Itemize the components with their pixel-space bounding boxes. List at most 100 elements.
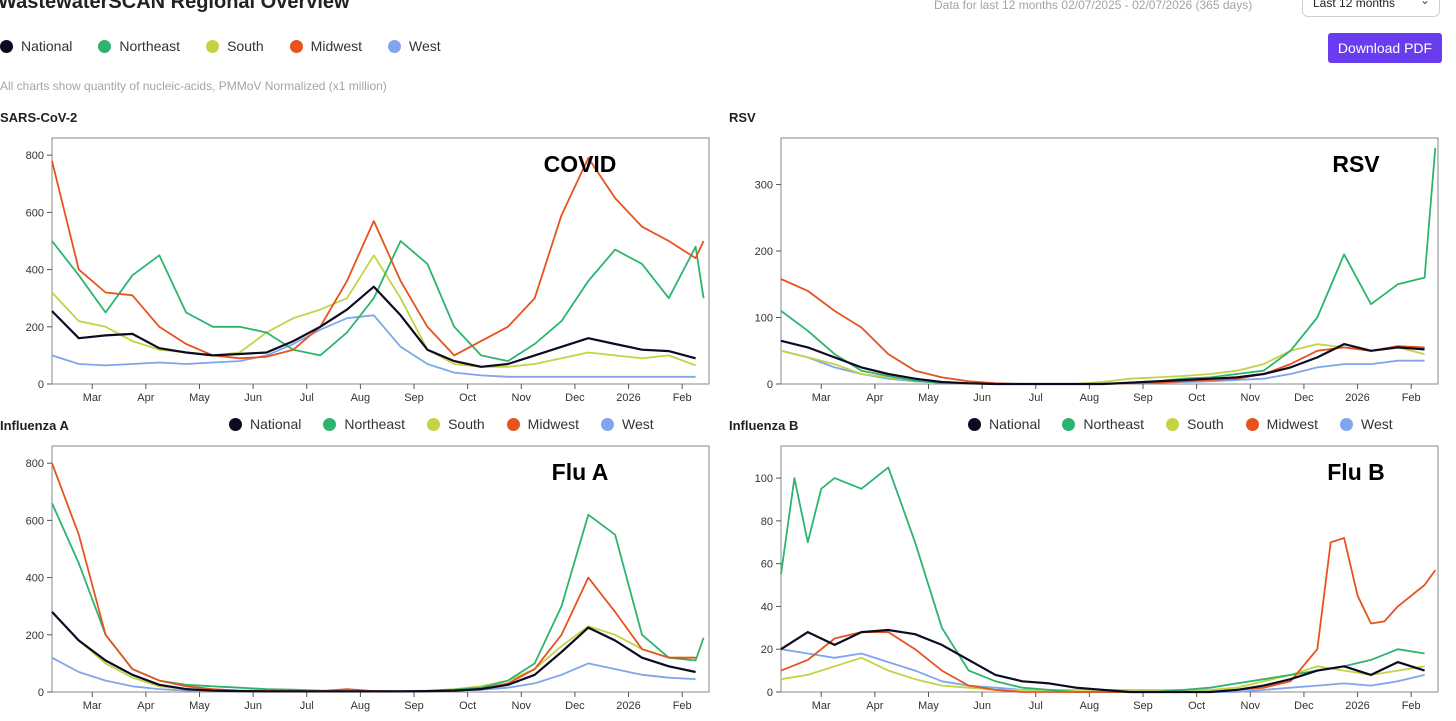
x-tick-label: Jun (244, 700, 262, 712)
y-tick-label: 0 (38, 687, 44, 699)
x-tick-label: Jul (1029, 700, 1043, 712)
legend-flub-item-west[interactable]: West (1340, 416, 1393, 432)
legend-dot-icon (289, 39, 303, 53)
units-note: All charts show quantity of nucleic-acid… (0, 79, 387, 93)
x-tick-label: 2026 (1345, 700, 1369, 712)
series-line-northeast (51, 240, 705, 362)
legend-label: Northeast (344, 416, 406, 432)
x-tick-label: Jun (973, 700, 991, 712)
legend-flua-item-midwest[interactable]: Midwest (506, 416, 580, 432)
y-tick-label: 600 (26, 207, 44, 219)
x-tick-label: Oct (1188, 392, 1205, 404)
chart-label: COVID (544, 151, 617, 177)
x-tick-label: Dec (565, 392, 585, 404)
y-tick-label: 800 (26, 150, 44, 162)
y-tick-label: 0 (767, 379, 773, 391)
y-tick-label: 60 (761, 559, 773, 571)
x-tick-label: Aug (351, 700, 371, 712)
legend-flua-item-south[interactable]: South (427, 416, 485, 432)
chart-label: Flu A (552, 459, 609, 485)
legend-dot-icon (206, 39, 220, 53)
chart-flua: 0 200 400 600 800 Mar Apr May Jun Jul Aug Sep Oct Nov… (26, 445, 710, 712)
x-tick-label: 2026 (616, 700, 640, 712)
series-line-south (780, 343, 1425, 385)
legend-item-northeast[interactable]: Northeast (98, 38, 180, 54)
legend-flua-item-northeast[interactable]: Northeast (323, 416, 405, 432)
legend-flub-item-south[interactable]: South (1166, 416, 1224, 432)
series-line-midwest (51, 462, 696, 693)
legend-flub-item-northeast[interactable]: Northeast (1062, 416, 1144, 432)
x-tick-label: Nov (512, 392, 532, 404)
y-tick-label: 40 (761, 601, 773, 613)
series-line-south (51, 254, 696, 368)
series-line-national (780, 628, 1425, 694)
legend-dot-icon (1245, 417, 1259, 431)
y-tick-label: 20 (761, 644, 773, 656)
legend-dot-icon (601, 417, 615, 431)
x-tick-label: May (189, 700, 210, 712)
x-tick-label: Oct (1188, 700, 1205, 712)
legend-flub-item-midwest[interactable]: Midwest (1245, 416, 1319, 432)
legend-flua-item-west[interactable]: West (601, 416, 654, 432)
x-tick-label: May (918, 392, 939, 404)
y-tick-label: 400 (26, 265, 44, 277)
x-tick-label: Mar (812, 700, 831, 712)
legend-dot-icon (1340, 417, 1354, 431)
legend-label: West (622, 416, 654, 432)
page-title: WastewaterSCAN Regional Overview (0, 0, 350, 13)
x-tick-label: Sep (404, 700, 424, 712)
legend-label: National (250, 416, 302, 432)
y-tick-label: 300 (755, 180, 773, 192)
legend-flua-item-national[interactable]: National (229, 416, 301, 432)
x-tick-label: Oct (459, 392, 476, 404)
chevron-down-icon: ⌄ (1419, 0, 1430, 7)
chart-flub: 0 20 40 60 80 100 Mar Apr May Jun Jul Aug Sep Oct Nov D… (755, 445, 1439, 712)
x-tick-label: Jul (300, 700, 314, 712)
x-tick-label: Jul (300, 392, 314, 404)
series-line-south (51, 611, 696, 693)
x-tick-label: Dec (1294, 700, 1314, 712)
series-line-west (780, 349, 1425, 385)
series-line-northeast (51, 502, 705, 692)
chart-label: RSV (1332, 151, 1380, 177)
x-tick-label: Mar (83, 700, 102, 712)
legend-dot-icon (388, 39, 402, 53)
y-tick-label: 400 (26, 573, 44, 585)
x-tick-label: Sep (404, 392, 424, 404)
legend-flub-item-national[interactable]: National (968, 416, 1040, 432)
legend-item-south[interactable]: South (206, 38, 264, 54)
x-tick-label: Dec (565, 700, 585, 712)
chart-title-flua: Influenza A (0, 418, 69, 433)
legend-label: Midwest (527, 416, 580, 432)
y-tick-label: 200 (755, 246, 773, 258)
y-tick-label: 80 (761, 516, 773, 528)
legend-item-national[interactable]: National (0, 38, 72, 54)
x-tick-label: Feb (1402, 700, 1421, 712)
legend-item-midwest[interactable]: Midwest (289, 38, 362, 54)
legend-dot-icon (0, 39, 13, 53)
legend-dot-icon (98, 39, 112, 53)
x-tick-label: Nov (512, 700, 532, 712)
x-tick-label: Feb (673, 700, 692, 712)
x-tick-label: Aug (1080, 700, 1100, 712)
series-line-national (51, 285, 696, 368)
legend-dot-icon (229, 417, 242, 431)
y-tick-label: 100 (755, 473, 773, 485)
y-tick-label: 100 (755, 313, 773, 325)
chart-title-covid: SARS-CoV-2 (0, 110, 78, 125)
legend-flub: National Northeast South Midwest West (968, 416, 1415, 432)
range-select[interactable]: Last 12 months ⌄ (1302, 0, 1440, 17)
legend-dot-icon (506, 417, 520, 431)
download-pdf-button[interactable]: Download PDF (1328, 33, 1442, 63)
x-tick-label: Feb (1402, 392, 1421, 404)
x-tick-label: 2026 (1345, 392, 1369, 404)
legend-item-west[interactable]: West (388, 38, 441, 54)
legend-label: South (227, 38, 264, 54)
x-tick-label: Apr (866, 700, 883, 712)
legend-flua: National Northeast South Midwest West (229, 416, 676, 432)
legend-label: Midwest (1266, 416, 1319, 432)
plot-frame (51, 445, 710, 693)
x-tick-label: 2026 (616, 392, 640, 404)
y-tick-label: 200 (26, 630, 44, 642)
x-tick-label: Jun (973, 392, 991, 404)
